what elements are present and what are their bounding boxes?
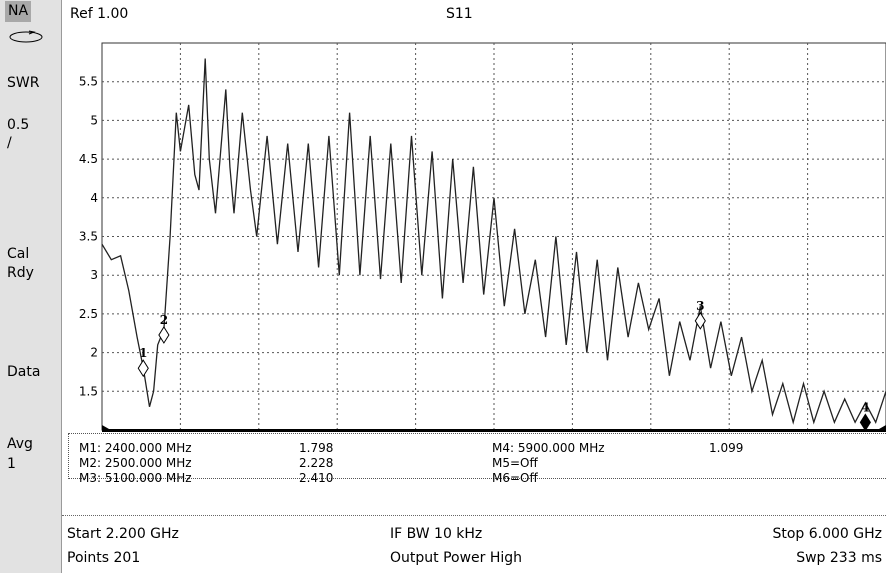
y-tick-label: 2.5 xyxy=(79,307,98,321)
x-axis-bar xyxy=(102,429,886,432)
avg-value: 1 xyxy=(7,456,16,472)
marker-label-1: 1 xyxy=(139,346,147,360)
marker-diamond-4 xyxy=(859,413,871,432)
avg-label: Avg xyxy=(7,436,33,452)
marker-row-2-right: M5=Off xyxy=(492,456,538,470)
trace-title: S11 xyxy=(446,6,473,22)
marker-diamond-3 xyxy=(694,311,706,330)
y-tick-labels: 1.5 2 2.5 3 3.5 4 4.5 5 5.5 xyxy=(79,75,98,399)
markers: 1 2 3 4 xyxy=(137,299,871,432)
marker-diamond-1 xyxy=(137,359,149,378)
marker-row-2-value: 2.228 xyxy=(299,456,334,470)
marker-diamond-2 xyxy=(158,326,170,344)
start-frequency: Start 2.200 GHz xyxy=(67,526,179,542)
y-tick-label: 4.5 xyxy=(79,152,98,166)
if-bandwidth: IF BW 10 kHz xyxy=(390,526,483,542)
y-tick-label: 3 xyxy=(90,268,98,282)
y-tick-label: 2 xyxy=(90,346,98,360)
marker-label-2: 2 xyxy=(160,313,168,327)
output-power: Output Power High xyxy=(390,550,523,566)
y-tick-label: 4 xyxy=(90,191,98,205)
start-arrow xyxy=(102,425,115,432)
stop-frequency: Stop 6.000 GHz xyxy=(772,526,882,542)
circular-arrow-icon xyxy=(9,30,43,43)
marker-label-4: 4 xyxy=(861,400,869,414)
s11-trace xyxy=(101,58,886,425)
stop-arrow xyxy=(873,425,886,432)
marker-row-1-value: 1.798 xyxy=(299,441,334,455)
sweep-time: Swp 233 ms xyxy=(796,550,882,566)
chart-grid xyxy=(101,42,886,431)
y-tick-label: 5.5 xyxy=(79,75,98,89)
cal-status-value: Rdy xyxy=(7,265,34,281)
marker-row-2-freq: M2: 2500.000 MHz xyxy=(79,456,192,470)
marker-row-1-freq: M1: 2400.000 MHz xyxy=(79,441,192,455)
display-mode: Data xyxy=(7,364,41,380)
marker-row-1-right-value: 1.099 xyxy=(709,441,744,455)
footer-divider xyxy=(62,515,886,516)
format-label: SWR xyxy=(7,75,40,91)
marker-row-3-right: M6=Off xyxy=(492,471,538,485)
chart-baseline xyxy=(102,425,886,432)
marker-table: M1: 2400.000 MHz 1.798 M4: 5900.000 MHz … xyxy=(68,433,886,485)
y-tick-label: 3.5 xyxy=(79,230,98,244)
swr-chart: 1.5 2 2.5 3 3.5 4 4.5 5 5.5 1 2 3 4 xyxy=(79,42,886,432)
cal-status-label: Cal xyxy=(7,246,30,262)
status-sidebar: NA SWR 0.5 / Cal Rdy Data Avg 1 xyxy=(0,0,62,573)
scale-unit: / xyxy=(7,135,12,151)
marker-row-3-value: 2.410 xyxy=(299,471,334,485)
marker-row-1-right: M4: 5900.000 MHz xyxy=(492,441,605,455)
marker-row-3-freq: M3: 5100.000 MHz xyxy=(79,471,192,485)
scale-value: 0.5 xyxy=(7,117,30,133)
y-tick-label: 1.5 xyxy=(79,384,98,398)
points-count: Points 201 xyxy=(67,550,141,566)
marker-label-3: 3 xyxy=(696,299,704,313)
mode-indicator[interactable]: NA xyxy=(5,1,32,22)
y-tick-label: 5 xyxy=(90,113,98,127)
reference-level: Ref 1.00 xyxy=(70,6,129,22)
